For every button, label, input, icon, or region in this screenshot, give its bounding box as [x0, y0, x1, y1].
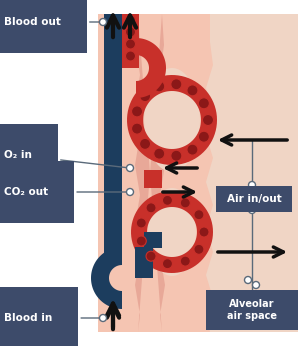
- Circle shape: [199, 131, 209, 142]
- Circle shape: [126, 27, 136, 37]
- Circle shape: [99, 18, 106, 26]
- Text: Blood out: Blood out: [4, 17, 100, 27]
- Polygon shape: [122, 14, 139, 68]
- FancyBboxPatch shape: [206, 290, 298, 330]
- Circle shape: [162, 195, 172, 205]
- Polygon shape: [131, 191, 213, 273]
- Circle shape: [146, 203, 156, 213]
- Circle shape: [132, 106, 143, 117]
- Circle shape: [199, 98, 209, 109]
- Circle shape: [126, 189, 133, 195]
- Circle shape: [180, 256, 190, 266]
- Text: CO₂ out: CO₂ out: [4, 187, 127, 197]
- Circle shape: [136, 218, 146, 228]
- Polygon shape: [206, 14, 298, 332]
- Circle shape: [136, 236, 146, 246]
- Circle shape: [248, 182, 255, 189]
- Circle shape: [99, 315, 106, 321]
- Text: Air in/out: Air in/out: [226, 194, 282, 204]
- Circle shape: [187, 144, 198, 155]
- Circle shape: [126, 164, 133, 172]
- Polygon shape: [135, 247, 153, 278]
- Circle shape: [132, 123, 143, 134]
- Polygon shape: [98, 14, 298, 332]
- Text: Alveolar
air space: Alveolar air space: [227, 299, 277, 321]
- Circle shape: [180, 198, 190, 208]
- Circle shape: [194, 244, 204, 254]
- Polygon shape: [144, 232, 162, 248]
- Circle shape: [199, 227, 209, 237]
- Circle shape: [140, 91, 150, 102]
- Circle shape: [187, 85, 198, 96]
- Circle shape: [162, 259, 172, 269]
- Circle shape: [194, 210, 204, 220]
- Circle shape: [253, 282, 260, 289]
- Circle shape: [126, 51, 136, 61]
- Circle shape: [126, 15, 136, 25]
- Polygon shape: [127, 75, 217, 165]
- Polygon shape: [135, 14, 165, 332]
- Circle shape: [154, 148, 165, 159]
- Polygon shape: [148, 188, 196, 276]
- Polygon shape: [136, 38, 166, 98]
- Circle shape: [140, 138, 150, 149]
- Text: Blood in: Blood in: [4, 313, 100, 323]
- Circle shape: [126, 39, 136, 49]
- Circle shape: [171, 150, 182, 161]
- Polygon shape: [144, 170, 162, 188]
- FancyBboxPatch shape: [216, 186, 292, 212]
- Circle shape: [248, 207, 255, 213]
- Circle shape: [154, 81, 165, 92]
- Circle shape: [146, 251, 156, 261]
- Circle shape: [202, 115, 213, 126]
- Circle shape: [244, 276, 251, 283]
- Polygon shape: [104, 14, 122, 262]
- Circle shape: [171, 79, 182, 90]
- Polygon shape: [91, 247, 122, 309]
- Text: O₂ in: O₂ in: [4, 150, 127, 168]
- Polygon shape: [144, 68, 200, 172]
